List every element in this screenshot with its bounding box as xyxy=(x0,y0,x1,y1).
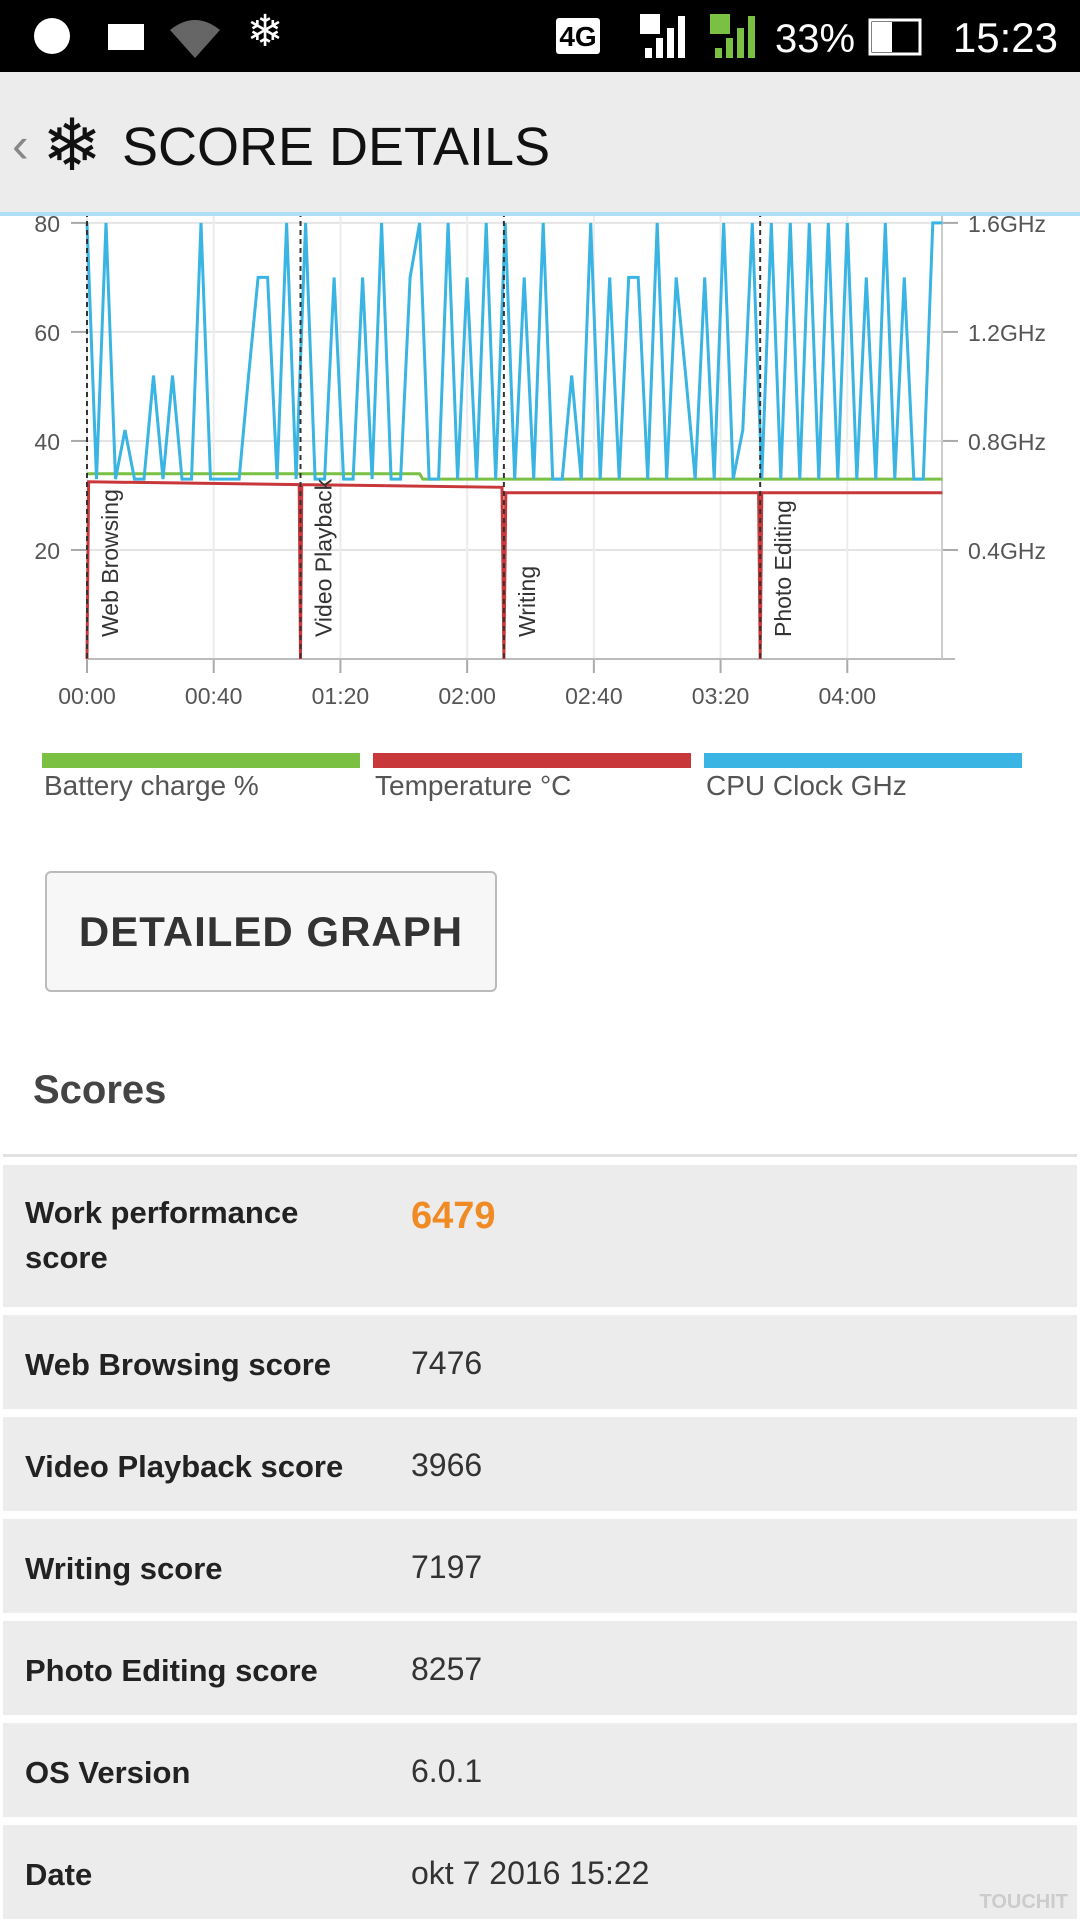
wifi-icon xyxy=(170,20,220,58)
score-row: Work performance score 6479 xyxy=(3,1157,1077,1307)
y-tick-label: 40 xyxy=(34,429,60,455)
score-row: Web Browsing score 7476 xyxy=(3,1307,1077,1409)
back-icon[interactable]: ‹ ❄ xyxy=(0,72,120,212)
x-tick-label: 00:40 xyxy=(185,683,243,709)
snowflake-icon: ❄ xyxy=(247,7,284,56)
clock: 15:23 xyxy=(953,14,1058,61)
signal1 xyxy=(645,16,685,58)
screen-title: SCORE DETAILS xyxy=(122,117,551,177)
back-arrow[interactable]: ‹ xyxy=(12,117,29,173)
hangouts-icon xyxy=(34,18,70,54)
score-row: Date okt 7 2016 15:22 xyxy=(3,1817,1077,1919)
legend-swatch xyxy=(42,753,360,768)
score-label: Photo Editing score xyxy=(25,1653,318,1688)
signal2 xyxy=(715,16,755,58)
x-tick-label: 04:00 xyxy=(819,683,877,709)
score-label: Work performance score xyxy=(25,1195,299,1275)
x-tick-label: 02:00 xyxy=(438,683,496,709)
phase-label: Web Browsing xyxy=(97,489,123,637)
sim1 xyxy=(640,14,660,34)
y2-tick-label: 1.2GHz xyxy=(968,320,1046,346)
watermark: TOUCHIT xyxy=(979,1891,1068,1913)
battery-percent: 33% xyxy=(775,17,855,61)
legend-label: Battery charge % xyxy=(44,770,259,801)
x-tick-label: 02:40 xyxy=(565,683,623,709)
gallery-icon xyxy=(108,24,144,50)
score-value: 3966 xyxy=(411,1447,483,1483)
app-logo: ❄ xyxy=(42,106,102,186)
score-label: Video Playback score xyxy=(25,1449,344,1484)
detailed-graph-button[interactable]: DETAILED GRAPH xyxy=(45,871,497,992)
network-badge xyxy=(556,18,600,54)
legend-swatch xyxy=(704,753,1022,768)
y2-tick-label: 0.8GHz xyxy=(968,429,1046,455)
status-bar: ❄ 4G 33% 15:23 xyxy=(0,0,1080,72)
y2-tick-label: 0.4GHz xyxy=(968,538,1046,564)
phase-label: Video Playback xyxy=(311,478,337,637)
score-label: Writing score xyxy=(25,1551,223,1586)
score-label: Web Browsing score xyxy=(25,1347,332,1382)
score-row: Photo Editing score 8257 xyxy=(3,1613,1077,1715)
battery-icon xyxy=(868,18,922,56)
y-tick-label: 20 xyxy=(34,538,60,564)
sim2 xyxy=(710,14,730,34)
score-value: okt 7 2016 15:22 xyxy=(411,1855,650,1891)
section-title: Scores xyxy=(33,1068,167,1112)
phase-label: Photo Editing xyxy=(770,500,796,637)
phase-label: Writing xyxy=(514,566,540,637)
score-value: 6479 xyxy=(411,1195,496,1237)
app-bar: ‹ ❄ SCORE DETAILS xyxy=(0,72,1080,216)
status-icons: ❄ 4G 33% 15:23 xyxy=(34,7,1058,61)
score-row: OS Version 6.0.1 xyxy=(3,1715,1077,1817)
score-label: OS Version xyxy=(25,1755,191,1790)
series-line xyxy=(85,221,943,481)
score-row: Video Playback score 3966 xyxy=(3,1409,1077,1511)
score-value: 7197 xyxy=(411,1549,483,1585)
series-line xyxy=(87,472,943,481)
battery-level xyxy=(872,22,892,52)
x-tick-label: 03:20 xyxy=(692,683,750,709)
legend-swatch xyxy=(373,753,691,768)
y-tick-label: 60 xyxy=(34,320,60,346)
legend-label: CPU Clock GHz xyxy=(706,770,907,801)
x-tick-label: 00:00 xyxy=(58,683,116,709)
score-value: 7476 xyxy=(411,1345,483,1381)
scores-table: Work performance score 6479 Web Browsing s… xyxy=(3,1154,1077,1919)
x-tick-label: 01:20 xyxy=(312,683,370,709)
score-label: Date xyxy=(25,1857,93,1892)
score-value: 8257 xyxy=(411,1651,483,1687)
score-value: 6.0.1 xyxy=(411,1753,483,1789)
score-row: Writing score 7197 xyxy=(3,1511,1077,1613)
network-type: 4G xyxy=(559,21,596,52)
legend-label: Temperature °C xyxy=(375,770,571,801)
